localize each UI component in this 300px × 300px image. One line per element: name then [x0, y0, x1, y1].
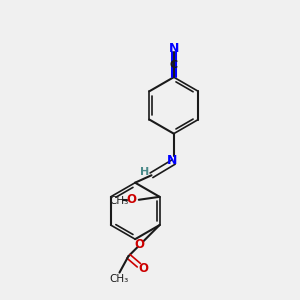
Text: O: O [126, 193, 136, 206]
Text: C: C [170, 60, 178, 70]
Text: N: N [169, 42, 179, 55]
Text: CH₃: CH₃ [110, 274, 129, 284]
Text: CH₃: CH₃ [110, 196, 129, 206]
Text: O: O [135, 238, 145, 251]
Text: N: N [167, 154, 178, 167]
Text: H: H [140, 167, 150, 177]
Text: O: O [138, 262, 148, 275]
